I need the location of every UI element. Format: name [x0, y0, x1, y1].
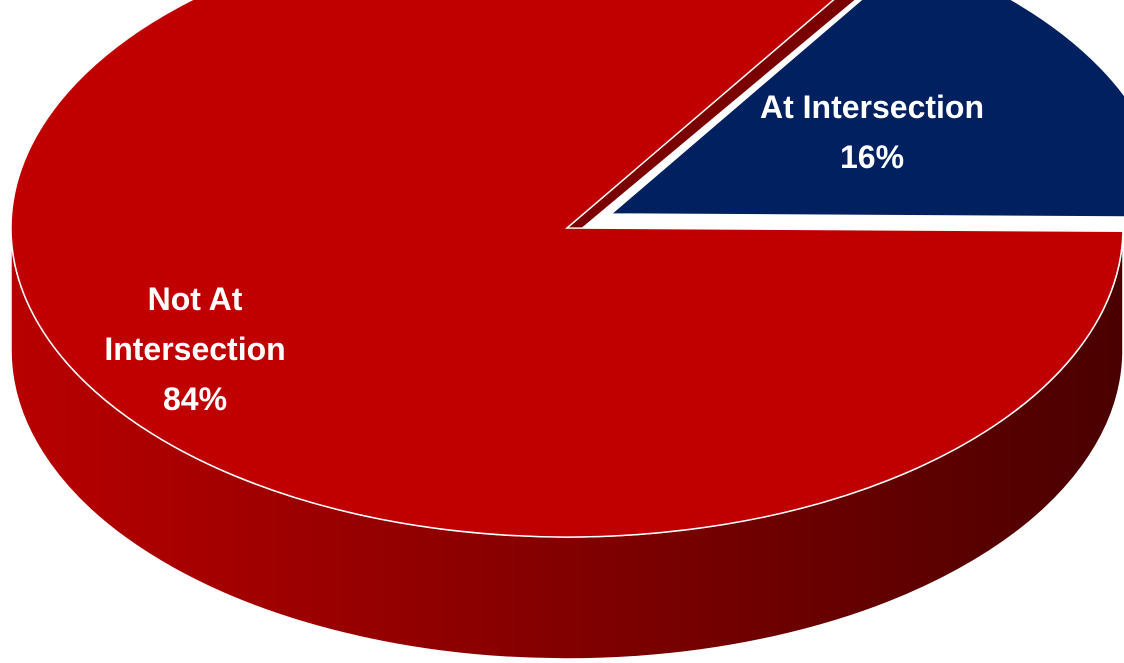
slice-label-line: Not At [148, 281, 243, 317]
pie-top-faces [10, 0, 1124, 538]
slice-label-line: Intersection [104, 331, 285, 367]
slice-label-2: Not At Intersection 84% [104, 281, 285, 417]
slice-label-1: At Intersection 16% [760, 89, 984, 175]
slice-label-line: At Intersection [760, 89, 984, 125]
pie-slice-1 [608, 0, 1124, 218]
pie-slice-2 [10, 0, 1124, 538]
slice-percent-label: 16% [840, 139, 904, 175]
slice-percent-label: 84% [163, 381, 227, 417]
pie-data-labels: At Intersection 16% Not At Intersection 84% [104, 89, 984, 417]
pie-cut-wall-2 [567, 0, 855, 240]
